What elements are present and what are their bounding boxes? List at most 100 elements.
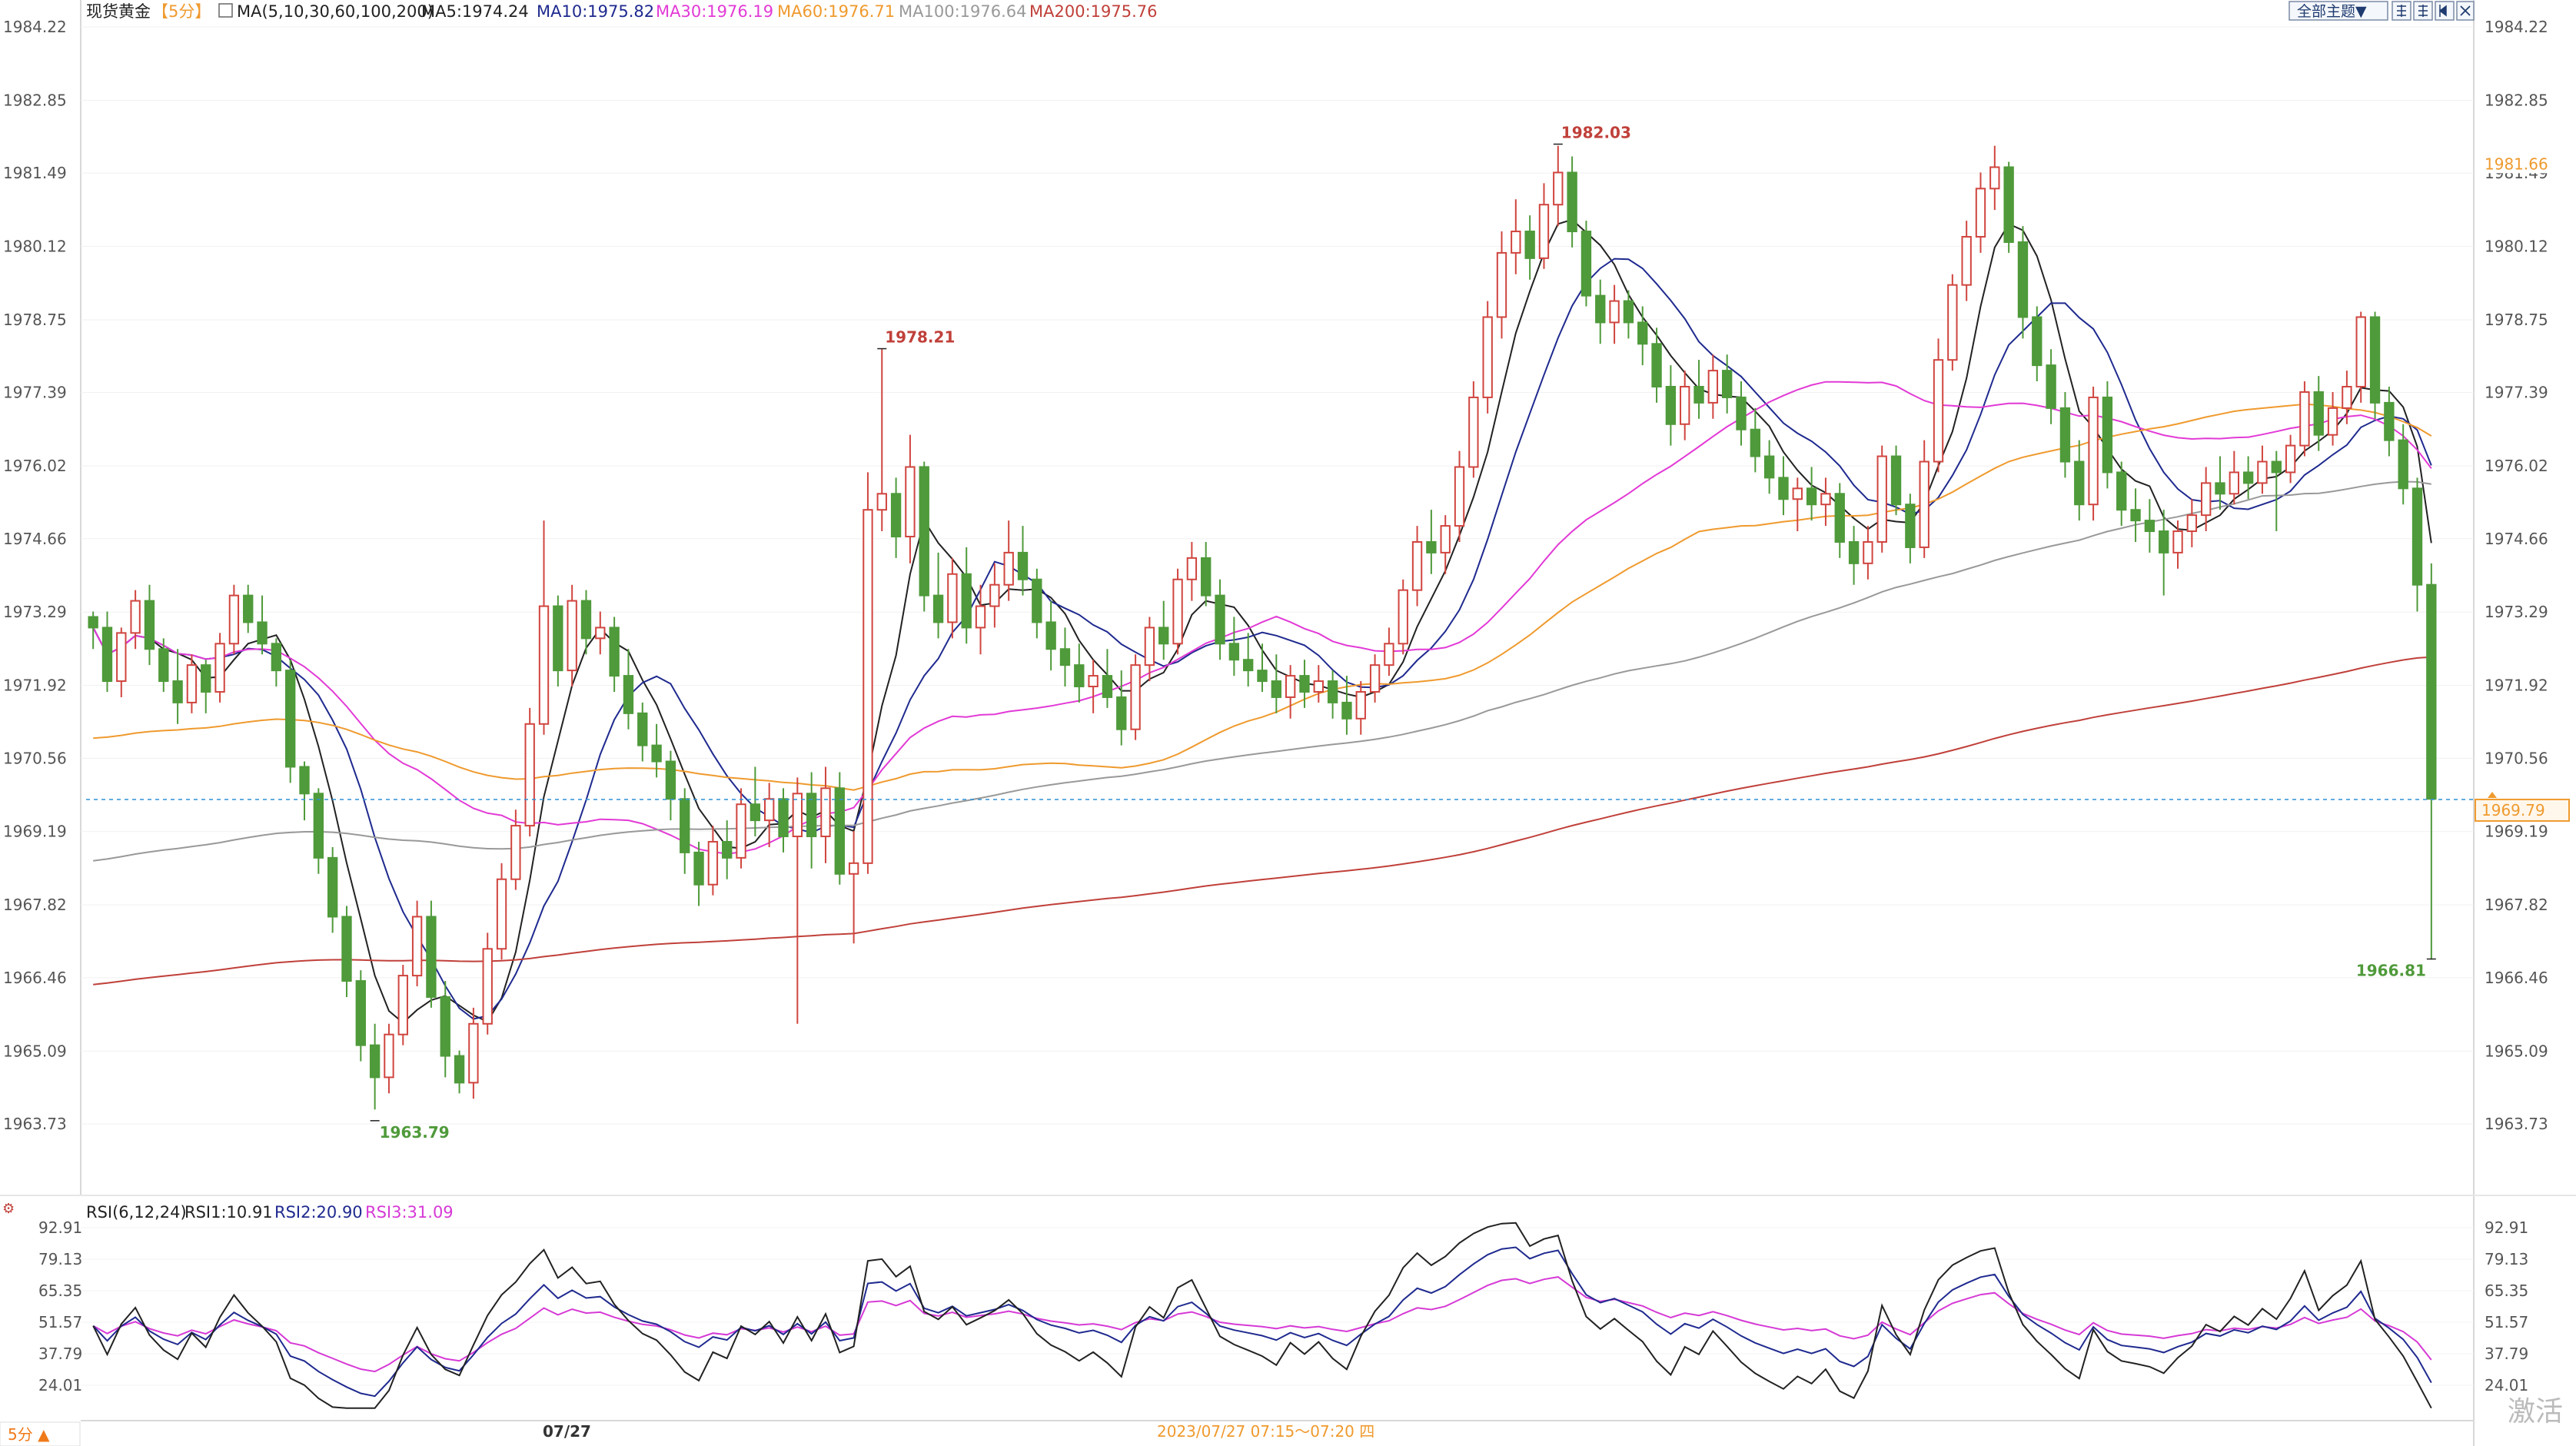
candle-up <box>1876 455 1887 543</box>
candle-up <box>1468 396 1479 468</box>
activation-watermark: 激活 <box>2508 1396 2563 1428</box>
y-tick-left: 1984.22 <box>3 18 67 36</box>
candle-down <box>1763 455 1775 479</box>
candle-down <box>961 573 972 629</box>
candle-down <box>1623 300 1634 324</box>
candle-down <box>1567 171 1577 233</box>
period-selector-button[interactable]: 5分 ▲ <box>0 1421 81 1446</box>
candle-up <box>989 583 1000 607</box>
candle-down <box>243 594 254 623</box>
rsi-y-tick-right: 24.01 <box>2485 1376 2528 1394</box>
candle-up <box>228 594 240 645</box>
candle-down <box>1299 675 1310 693</box>
candle-down <box>1637 321 1648 345</box>
candle-down <box>1581 231 1592 297</box>
candle-up <box>1369 664 1381 693</box>
candle-down <box>1665 386 1677 425</box>
candle-down <box>172 680 183 703</box>
candle-down <box>680 798 690 853</box>
candle-up <box>736 803 746 859</box>
candle-up <box>947 573 958 623</box>
y-tick-left: 1973.29 <box>3 603 67 621</box>
candle-down <box>1848 540 1860 564</box>
ma-price-label: 1981.66 <box>2485 155 2548 173</box>
candle-down <box>1116 696 1127 730</box>
candle-up <box>1933 359 1944 463</box>
close-panel-icon[interactable] <box>2456 1 2475 21</box>
ma200-value: MA200:1975.76 <box>1029 2 1157 21</box>
rsi-settings-icon[interactable]: ⚙ <box>2 1201 15 1217</box>
candle-up <box>510 825 521 880</box>
candle-down <box>834 787 845 875</box>
ma10-value: MA10:1975.82 <box>537 2 654 21</box>
candle-down <box>722 840 733 859</box>
candle-down <box>1595 294 1606 324</box>
rsi-y-tick-right: 51.57 <box>2485 1313 2528 1331</box>
candle-down <box>1806 487 1817 506</box>
candle-down <box>651 744 662 763</box>
rsi1-value: RSI1:10.91 <box>184 1203 273 1222</box>
candle-down <box>1778 477 1789 500</box>
y-tick-left: 1974.66 <box>3 530 67 548</box>
candle-down <box>327 856 338 918</box>
candle-up <box>2355 316 2366 388</box>
candle-down <box>1736 396 1747 430</box>
theme-dropdown-button[interactable]: 全部主题▼ <box>2288 1 2388 21</box>
candle-down <box>553 605 563 672</box>
indicator-settings-icon[interactable] <box>218 3 233 18</box>
y-tick-left: 1971.92 <box>3 676 67 695</box>
candle-down <box>1721 370 1733 398</box>
candle-up <box>2327 407 2338 436</box>
y-tick-left: 1980.12 <box>3 238 67 256</box>
candle-up <box>2299 391 2310 447</box>
candle-up <box>1989 166 2000 190</box>
candle-down <box>778 798 789 838</box>
candle-up <box>2172 530 2183 553</box>
period-selector-label: 5分 ▲ <box>8 1425 50 1444</box>
candle-down <box>1032 578 1042 623</box>
candle-up <box>384 1033 394 1079</box>
annotation-label: 1963.79 <box>380 1123 450 1142</box>
candle-down <box>2215 482 2225 495</box>
y-tick-left: 1965.09 <box>3 1042 67 1060</box>
candle-down <box>750 803 761 822</box>
ma-params: MA(5,10,30,60,100,200) <box>237 2 434 21</box>
candle-down <box>1242 659 1254 672</box>
rsi-y-tick-right: 92.91 <box>2485 1218 2528 1237</box>
candle-up <box>468 1022 479 1084</box>
ma5-value: MA5:1974.24 <box>421 2 529 21</box>
rsi3-value: RSI3:31.09 <box>365 1203 454 1222</box>
candle-up <box>707 840 719 886</box>
current-price-tag: 1969.79 <box>2475 791 2570 822</box>
candle-up <box>1172 578 1183 645</box>
candle-up <box>1144 627 1155 666</box>
y-tick-right: 1984.22 <box>2485 18 2548 36</box>
candle-up <box>1003 551 1014 586</box>
candle-up <box>1398 589 1408 645</box>
y-tick-right: 1976.02 <box>2485 457 2548 475</box>
y-tick-left: 1981.49 <box>3 164 67 182</box>
candle-down <box>1271 680 1282 698</box>
candle-down <box>2313 391 2324 436</box>
price-annotations: 1978.21 1982.03 1963.79 1966.81 1981.66 1969.… <box>86 124 2570 1142</box>
candle-up <box>1496 251 1507 318</box>
main-grid <box>81 26 2474 1125</box>
candle-up <box>1130 664 1141 730</box>
layout-grid-icon[interactable] <box>2392 1 2411 21</box>
rsi-y-tick-right: 37.79 <box>2485 1345 2528 1363</box>
y-tick-right: 1980.12 <box>2485 238 2548 256</box>
expand-icon[interactable] <box>2413 1 2433 21</box>
restore-icon[interactable] <box>2435 1 2455 21</box>
candle-up <box>1792 487 1803 500</box>
y-tick-left: 1963.73 <box>3 1115 67 1133</box>
candle-up <box>876 493 887 511</box>
candle-down <box>2384 401 2395 441</box>
candle-down <box>2369 316 2381 404</box>
theme-dropdown-label: 全部主题▼ <box>2297 3 2367 20</box>
rsi1-line <box>92 1222 2432 1409</box>
ma-price-tag: 1981.66 <box>2477 153 2554 174</box>
candle-up <box>1553 171 1564 206</box>
y-tick-right: 1977.39 <box>2485 384 2548 402</box>
candle-down <box>2032 316 2043 367</box>
